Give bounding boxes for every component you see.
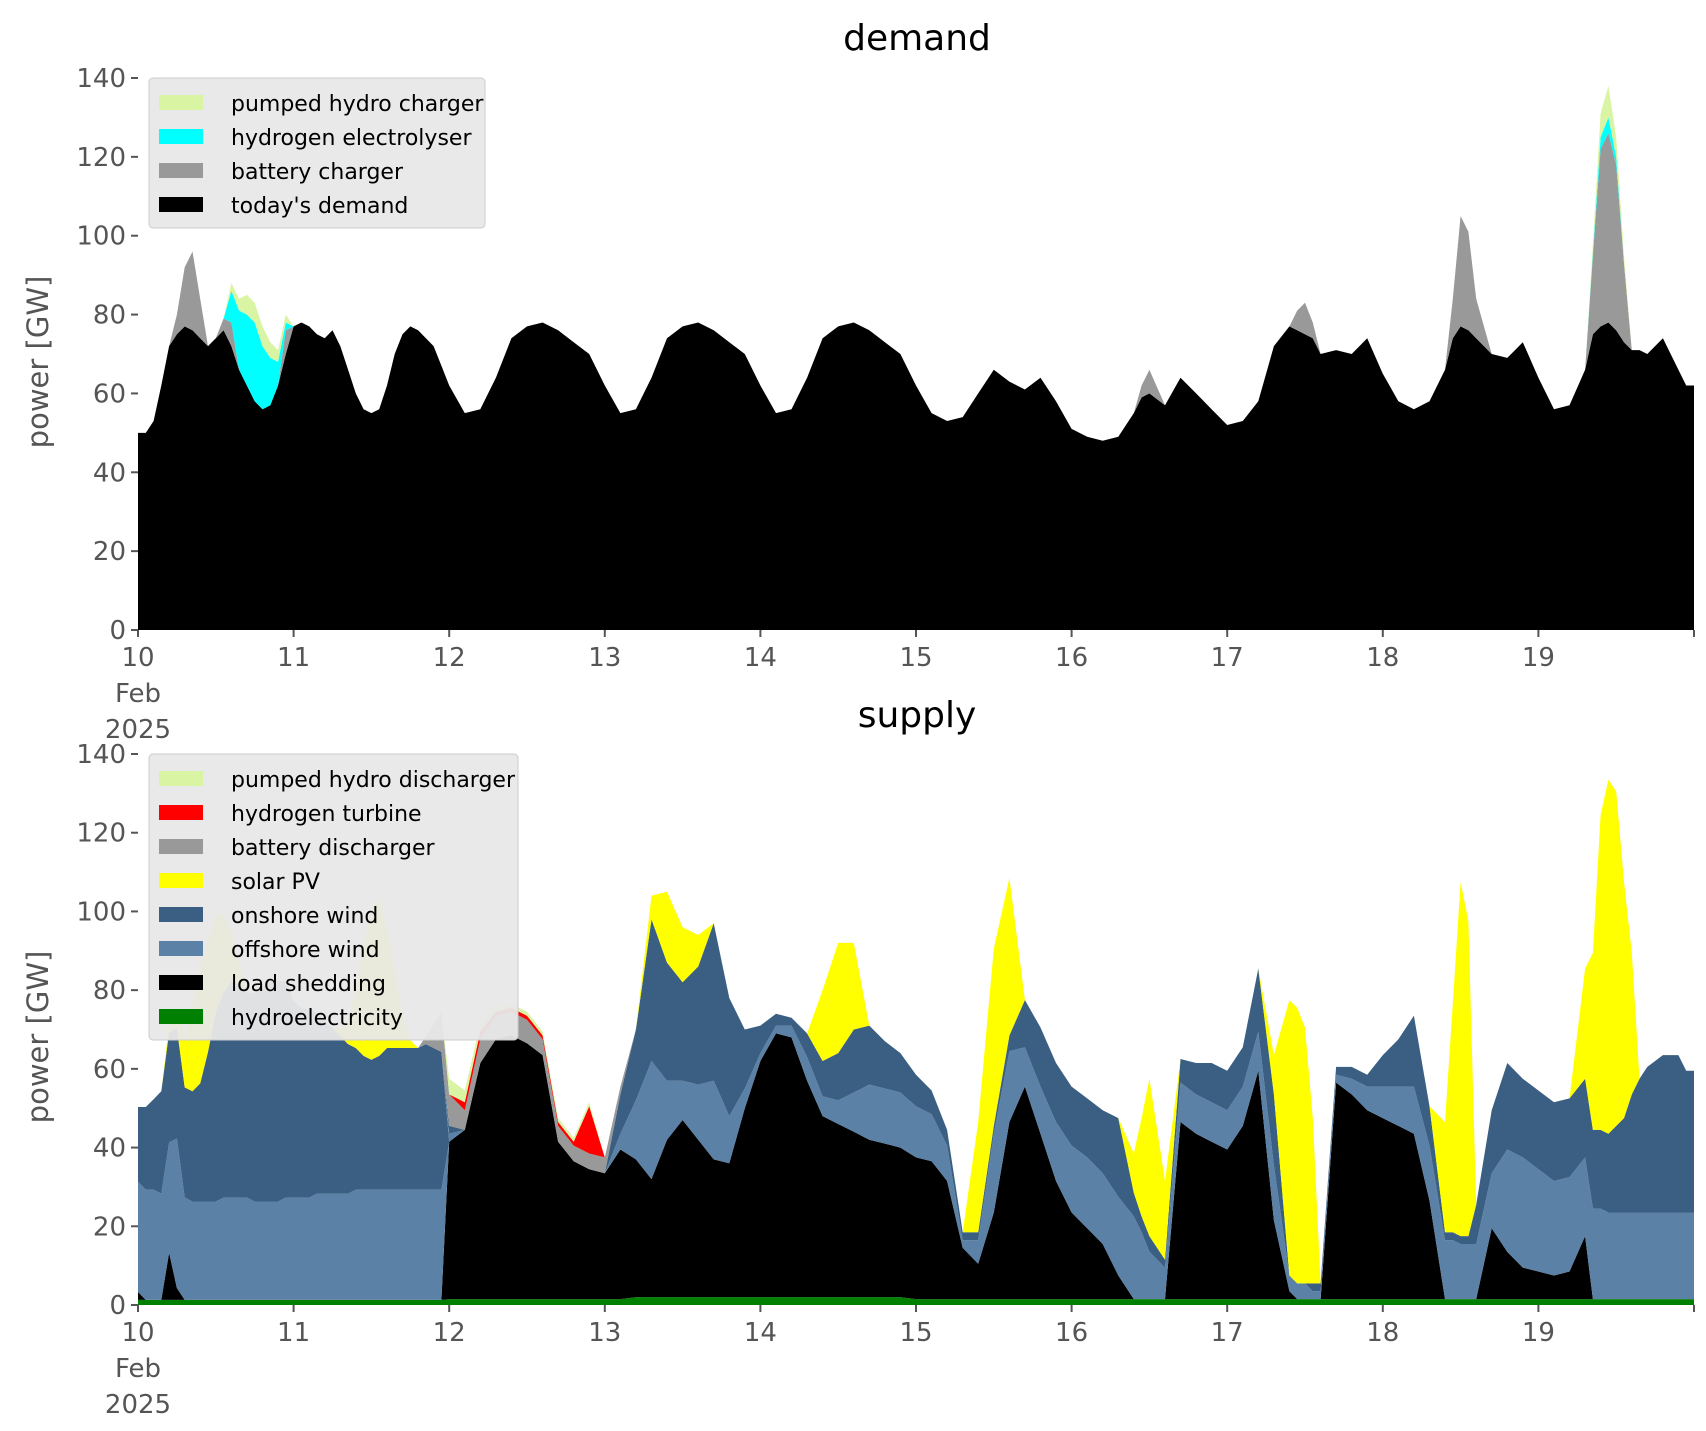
demand-x-tick-label: 10 [121, 643, 154, 673]
demand-areas [138, 85, 1694, 630]
demand-y-axis-label: power [GW] [21, 276, 55, 449]
demand-legend-swatch-pumped-hydro-charger [159, 95, 203, 110]
demand-y-tick-label: 60 [93, 379, 126, 409]
supply-y-tick-label: 80 [93, 976, 126, 1006]
supply-y-tick-label: 100 [76, 897, 126, 927]
supply-y-tick-label: 60 [93, 1055, 126, 1085]
demand-x-tick-label: 11 [277, 643, 310, 673]
supply-x-axis: 10 Feb 2025 11 12 13 14 15 16 17 18 19 [105, 1305, 1695, 1420]
demand-y-tick-label: 40 [93, 458, 126, 488]
supply-legend-swatch-load-shedding [159, 975, 203, 990]
supply-x-tick-label: 14 [744, 1318, 777, 1348]
supply-area-offshore-wind [138, 898, 1694, 1300]
supply-legend-swatch-onshore-wind [159, 907, 203, 922]
demand-y-tick-label: 120 [76, 143, 126, 173]
demand-legend-label-today-s-demand: today's demand [231, 194, 408, 219]
demand-y-tick-label: 20 [93, 537, 126, 567]
demand-legend-swatch-hydrogen-electrolyser [159, 129, 203, 144]
demand-legend-swatch-battery-charger [159, 163, 203, 178]
supply-x-tick-label: 18 [1366, 1318, 1399, 1348]
supply-x-tick-label: 15 [899, 1318, 932, 1348]
supply-legend-label-solar-pv: solar PV [231, 870, 320, 895]
supply-y-tick-label: 20 [93, 1212, 126, 1242]
demand-x-tick-label: 12 [433, 643, 466, 673]
demand-x-tick-label: 13 [588, 643, 621, 673]
supply-x-tick-month: Feb [115, 1354, 161, 1384]
demand-legend-label-battery-charger: battery charger [231, 160, 404, 185]
demand-x-tick-year: 2025 [105, 715, 171, 745]
demand-title: demand [843, 18, 991, 59]
demand-legend-label-hydrogen-electrolyser: hydrogen electrolyser [231, 126, 472, 151]
demand-x-tick-label: 15 [899, 643, 932, 673]
supply-x-tick-label: 12 [433, 1318, 466, 1348]
demand-x-tick-label: 19 [1522, 643, 1555, 673]
demand-legend-box [148, 77, 486, 229]
supply-legend-swatch-battery-discharger [159, 839, 203, 854]
supply-legend: pumped hydro discharger hydrogen turbine b… [148, 753, 519, 1041]
supply-legend-label-hydroelectricity: hydroelectricity [231, 1006, 403, 1031]
supply-area-solar-pv [138, 779, 1694, 1284]
supply-legend-label-load-shedding: load shedding [231, 972, 386, 997]
supply-legend-swatch-solar-pv [159, 873, 203, 888]
supply-y-tick-label: 0 [109, 1291, 126, 1321]
demand-x-tick-label: 16 [1055, 643, 1088, 673]
supply-legend-label-hydrogen-turbine: hydrogen turbine [231, 802, 422, 827]
demand-y-tick-label: 0 [109, 616, 126, 646]
demand-y-tick-label: 100 [76, 222, 126, 252]
supply-y-axis-label: power [GW] [21, 951, 55, 1124]
demand-x-tick-label: 18 [1366, 643, 1399, 673]
supply-y-tick-label: 120 [76, 819, 126, 849]
supply-x-tick-label: 16 [1055, 1318, 1088, 1348]
supply-legend-label-offshore-wind: offshore wind [231, 938, 380, 963]
supply-y-tick-label: 40 [93, 1134, 126, 1164]
demand-area-today-s-demand [138, 322, 1694, 630]
supply-legend-label-pumped-hydro-discharger: pumped hydro discharger [231, 768, 516, 793]
demand-legend-label-pumped-hydro-charger: pumped hydro charger [231, 92, 484, 117]
supply-x-tick-label: 11 [277, 1318, 310, 1348]
supply-legend-swatch-hydroelectricity [159, 1009, 203, 1024]
demand-x-tick-month: Feb [115, 679, 161, 709]
supply-title: supply [858, 695, 977, 736]
supply-x-tick-label: 10 [121, 1318, 154, 1348]
supply-legend-label-onshore-wind: onshore wind [231, 904, 378, 929]
demand-x-tick-label: 17 [1211, 643, 1244, 673]
demand-y-tick-label: 140 [76, 64, 126, 94]
supply-area-load-shedding [138, 1033, 1694, 1300]
demand-x-tick-label: 14 [744, 643, 777, 673]
supply-legend-box [148, 753, 519, 1041]
supply-legend-swatch-pumped-hydro-discharger [159, 771, 203, 786]
supply-y-tick-label: 140 [76, 740, 126, 770]
supply-x-tick-label: 17 [1211, 1318, 1244, 1348]
supply-y-axis: 0 20 40 60 80 100 120 140 [76, 740, 138, 1321]
demand-legend: pumped hydro charger hydrogen electrolyse… [148, 77, 486, 229]
supply-area-offshore-wind [138, 1033, 1694, 1300]
supply-legend-label-battery-discharger: battery discharger [231, 836, 436, 861]
supply-legend-swatch-hydrogen-turbine [159, 805, 203, 820]
supply-x-tick-label: 19 [1522, 1318, 1555, 1348]
supply-areas [138, 779, 1694, 1305]
demand-y-tick-label: 80 [93, 301, 126, 331]
supply-legend-swatch-offshore-wind [159, 941, 203, 956]
demand-legend-swatch-today-s-demand [159, 197, 203, 212]
demand-x-axis: 10 Feb 2025 11 12 13 14 15 16 17 18 19 [105, 630, 1695, 745]
supply-x-tick-label: 13 [588, 1318, 621, 1348]
supply-area-onshore-wind [138, 898, 1694, 1292]
supply-x-tick-year: 2025 [105, 1390, 171, 1420]
demand-y-axis: 0 20 40 60 80 100 120 140 [76, 64, 138, 646]
supply-area-hydroelectricity [138, 1297, 1694, 1305]
